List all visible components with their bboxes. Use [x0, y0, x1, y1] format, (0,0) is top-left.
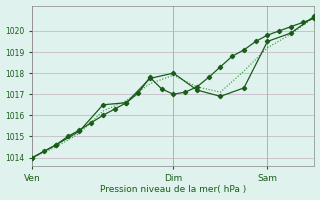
X-axis label: Pression niveau de la mer( hPa ): Pression niveau de la mer( hPa ): [100, 185, 247, 194]
